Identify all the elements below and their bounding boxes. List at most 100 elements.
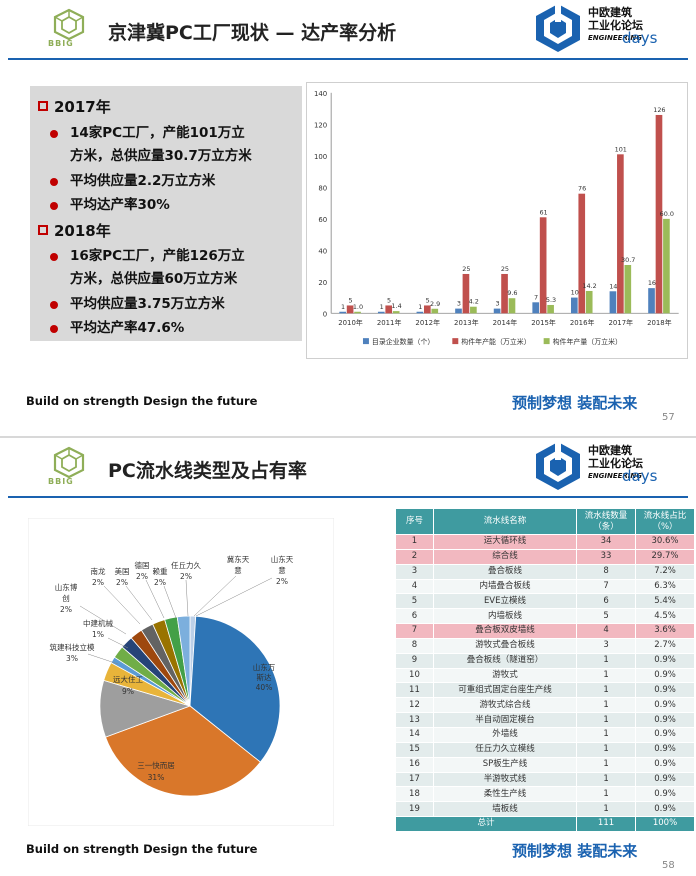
bar-capacity — [424, 305, 431, 314]
square-bullet-icon — [38, 225, 48, 235]
summary-panel: 2017年 14家PC工厂，产能101万立 方米，总供应量30.7万立方米 平均… — [30, 86, 302, 341]
forum-days-text: days — [622, 29, 658, 47]
bar-value-label: 1 — [341, 303, 345, 311]
pie-label: 2% — [60, 605, 72, 614]
cell-index: 8 — [395, 637, 434, 654]
legend-label: 构件年产量（万立米） — [553, 337, 622, 346]
cell-index: 16 — [395, 756, 434, 773]
pie-leader-line — [87, 653, 119, 665]
cell-share: 0.9% — [635, 667, 695, 684]
cell-index: 11 — [395, 682, 434, 699]
table-row: 13 半自动固定模台 1 0.9% — [395, 712, 695, 728]
bar-value-label: 60.0 — [660, 210, 674, 218]
y-tick-label: 120 — [314, 121, 327, 129]
cell-total-label: 总计 — [394, 816, 578, 832]
bar-value-label: 3 — [457, 300, 461, 308]
slogan: 预制梦想 装配未来 — [512, 842, 638, 860]
cell-line-name: 可重组式固定台座生产线 — [432, 682, 578, 699]
y-tick-label: 60 — [318, 216, 327, 224]
pie-leader-line — [103, 585, 141, 625]
pie-slice — [105, 705, 261, 797]
col-header-name: 流水线名称 — [432, 508, 578, 535]
table-row: 8 游牧式叠合板线 3 2.7% — [395, 637, 695, 654]
cell-share: 0.9% — [635, 682, 695, 699]
cell-share: 2.7% — [635, 637, 695, 654]
cell-line-name: 内墙叠合板线 — [432, 578, 578, 595]
x-tick-label: 2011年 — [377, 318, 402, 327]
bar-value-label: 5.3 — [546, 296, 556, 304]
bar-output — [470, 306, 477, 314]
bar-value-label: 5 — [426, 296, 430, 304]
x-tick-label: 2016年 — [570, 318, 595, 327]
pie-label: 冀东天 — [227, 554, 250, 564]
table-row: 1 运大循环线 34 30.6% — [395, 534, 695, 550]
bar-value-label: 25 — [462, 265, 470, 273]
x-tick-label: 2013年 — [454, 318, 479, 327]
bar-value-label: 7 — [534, 293, 538, 301]
bar-capacity — [617, 154, 624, 314]
bullet-dot-icon — [50, 202, 58, 210]
cell-count: 1 — [576, 712, 637, 728]
cell-index: 13 — [395, 712, 434, 728]
title-divider — [8, 496, 688, 498]
bar-enterprise-count — [339, 311, 346, 314]
year-heading-2018: 2018年 — [38, 220, 111, 241]
cell-line-name: 综合线 — [432, 548, 578, 565]
slide-58: BBIG PC流水线类型及占有率 中欧建筑 工业化论坛 ENGINEERING … — [0, 438, 696, 876]
cell-index: 17 — [395, 771, 434, 788]
cell-line-name: 内墙板线 — [432, 608, 578, 625]
cell-share: 0.9% — [635, 741, 695, 758]
bar-enterprise-count — [377, 311, 385, 314]
legend-swatch — [362, 338, 369, 345]
bullet-2018-capacity: 16家PC工厂，产能126万立 — [50, 245, 245, 268]
pie-label: 1% — [92, 630, 104, 639]
pie-label: 三一快而居 — [137, 760, 175, 770]
bullet-2018-capacity-cont: 方米，总供应量60万立方米 — [70, 271, 238, 287]
cell-share: 0.9% — [635, 771, 695, 788]
cell-line-name: 游牧式叠合板线 — [432, 637, 578, 654]
x-tick-label: 2014年 — [493, 318, 518, 327]
bbig-logo-text: BBIG — [48, 477, 74, 486]
cell-index: 6 — [395, 608, 434, 625]
bar-capacity — [462, 273, 470, 314]
bar-value-label: 5 — [387, 296, 391, 304]
slide-57: BBIG 京津冀PC工厂现状 — 达产率分析 中欧建筑 工业化论坛 ENGINE… — [8, 4, 688, 423]
bar-value-label: 3 — [495, 300, 499, 308]
cell-line-name: 任丘力久立模线 — [432, 741, 578, 758]
bar-value-label: 1 — [380, 303, 384, 311]
table-row: 15 任丘力久立模线 1 0.9% — [395, 741, 695, 758]
bar-value-label: 1 — [418, 303, 422, 311]
cell-line-name: EVE立模线 — [432, 593, 578, 610]
cell-line-name: 叠合板线 — [432, 563, 578, 580]
bar-value-label: 101 — [615, 145, 627, 153]
pie-label: 创 — [62, 593, 70, 603]
table-row: 12 游牧式综合线 1 0.9% — [395, 697, 695, 714]
cell-count: 1 — [576, 771, 637, 788]
bbig-logo-text: BBIG — [48, 39, 74, 48]
table-row: 10 游牧式 1 0.9% — [395, 667, 695, 684]
legend-label: 目录企业数量（个） — [372, 337, 434, 346]
bar-output — [508, 298, 516, 314]
slide-title: PC流水线类型及占有率 — [108, 460, 307, 482]
col-header-share: 流水线占比（%） — [635, 508, 695, 535]
footer-tagline: Build on strength Design the future — [26, 394, 258, 408]
table-total-row: 总计 111 100% — [394, 816, 695, 832]
bar-value-label: 25 — [501, 265, 509, 273]
slogan: 预制梦想 装配未来 — [512, 394, 638, 412]
page-number: 57 — [662, 412, 675, 423]
pie-label: 9% — [122, 687, 134, 696]
y-tick-label: 140 — [314, 90, 327, 98]
slide-separator — [0, 436, 696, 439]
cell-count: 3 — [576, 637, 637, 654]
forum-name: 中欧建筑 工业化论坛 — [588, 444, 643, 470]
bar-value-label: 4.2 — [469, 298, 479, 306]
col-header-index: 序号 — [395, 508, 434, 535]
table-row: 14 外墙线 1 0.9% — [395, 726, 695, 743]
bar-value-label: 9.6 — [507, 289, 517, 297]
year-heading-2017: 2017年 — [38, 96, 111, 117]
table-row: 18 柔性生产线 1 0.9% — [395, 786, 695, 803]
cell-index: 9 — [395, 652, 434, 669]
bar-enterprise-count — [648, 288, 655, 314]
pie-leader-line — [107, 637, 129, 649]
